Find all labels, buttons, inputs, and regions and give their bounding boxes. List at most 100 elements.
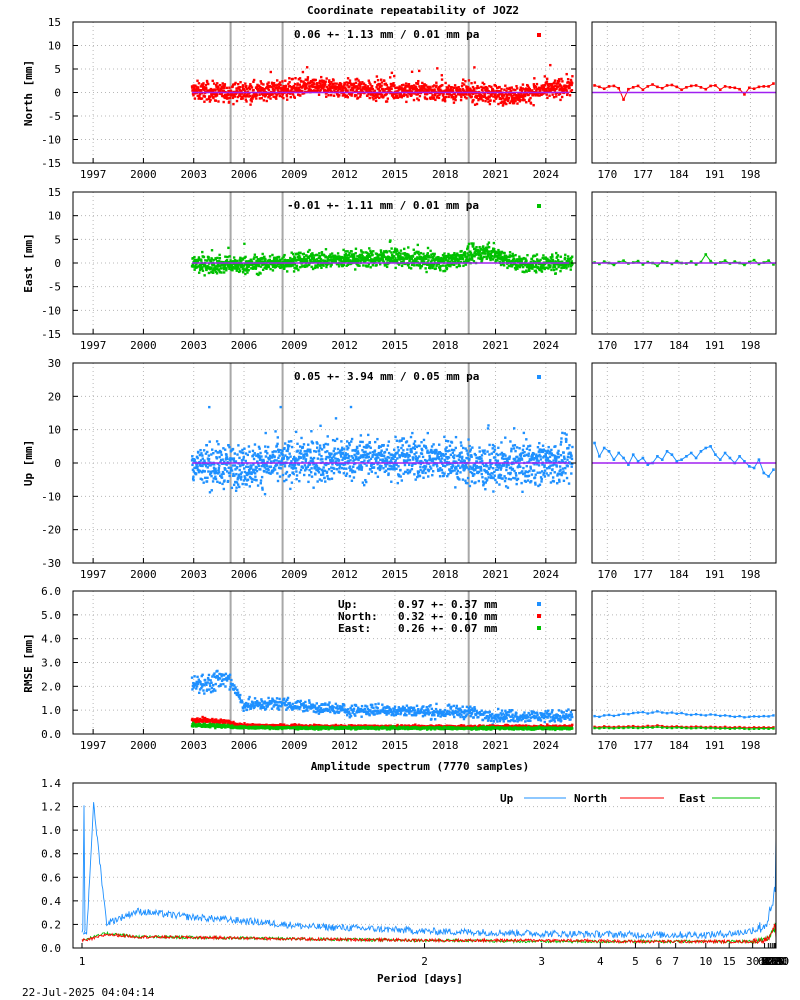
east-data-point xyxy=(368,247,371,250)
east-data-point xyxy=(259,265,263,268)
north-data-point xyxy=(511,96,514,100)
up-data-point xyxy=(399,468,402,472)
north-data-point xyxy=(275,93,279,96)
up-data-point xyxy=(492,490,495,493)
east-data-point xyxy=(354,247,358,250)
east-data-point xyxy=(384,256,388,259)
north-data-point xyxy=(412,98,416,102)
east-data-point xyxy=(456,252,459,255)
up-data-point xyxy=(444,464,447,468)
up-data-point xyxy=(427,451,430,454)
up-data-point xyxy=(244,459,247,463)
north-data-point xyxy=(327,87,330,90)
up-data-point xyxy=(218,481,222,484)
east-data-point xyxy=(222,271,226,274)
east-data-point xyxy=(429,249,432,253)
north-data-point xyxy=(342,85,345,88)
east-data-point xyxy=(275,258,279,261)
north-data-point xyxy=(521,98,524,102)
up-data-point xyxy=(367,433,370,437)
up-data-point xyxy=(209,471,213,475)
north-data-point xyxy=(333,82,336,85)
up-data-point xyxy=(248,470,251,473)
up-data-point xyxy=(348,465,352,468)
up-data-point xyxy=(373,453,376,456)
north-data-point xyxy=(557,78,561,81)
up-data-point xyxy=(415,458,419,461)
east-data-point xyxy=(427,259,430,262)
north-data-point xyxy=(494,97,498,100)
north-data-point xyxy=(417,98,420,102)
up-data-point xyxy=(461,460,464,464)
up-data-point xyxy=(233,452,237,455)
up-data-point xyxy=(331,463,334,466)
north-data-point xyxy=(392,95,395,98)
up-data-point xyxy=(491,447,494,450)
east-data-point xyxy=(397,251,401,255)
north-zoom-data-point xyxy=(723,85,727,88)
east-data-point xyxy=(540,265,543,268)
north-data-point xyxy=(454,98,457,102)
north-data-point xyxy=(305,87,308,90)
up-data-point xyxy=(478,450,481,453)
up-data-point xyxy=(203,459,206,462)
up-data-point xyxy=(420,459,423,463)
east-data-point xyxy=(505,259,508,262)
north-data-point xyxy=(269,70,272,74)
east-data-point xyxy=(549,256,553,259)
north-data-point xyxy=(453,92,456,96)
east-data-point xyxy=(500,252,503,255)
north-data-point xyxy=(309,88,312,91)
north-data-point xyxy=(319,88,322,92)
north-data-point xyxy=(488,96,491,99)
north-xtick-label: 2015 xyxy=(382,168,409,181)
east-data-point xyxy=(569,265,573,268)
north-data-point xyxy=(244,82,247,85)
up-data-point xyxy=(508,457,511,461)
north-data-point xyxy=(463,95,467,99)
east-data-point xyxy=(393,255,396,258)
up-data-point xyxy=(338,465,342,468)
east-data-point xyxy=(460,249,463,253)
up-data-point xyxy=(469,448,472,451)
up-data-point xyxy=(449,470,453,474)
north-data-point xyxy=(447,89,450,92)
up-data-point xyxy=(307,443,310,446)
north-zoom-data-point xyxy=(772,82,775,85)
north-data-point xyxy=(238,86,242,89)
up-data-point xyxy=(304,450,307,453)
north-data-point xyxy=(218,83,222,87)
up-data-point xyxy=(486,450,489,453)
up-data-point xyxy=(412,458,415,461)
east-data-point xyxy=(521,265,525,269)
up-data-point xyxy=(286,444,290,447)
up-data-point xyxy=(415,445,419,449)
up-data-point xyxy=(432,464,435,467)
up-data-point xyxy=(437,469,440,473)
up-data-point xyxy=(234,468,237,471)
north-data-point xyxy=(214,95,217,98)
east-zoom-data-point xyxy=(723,259,727,262)
up-data-point xyxy=(459,460,463,463)
up-data-point xyxy=(350,440,353,443)
up-data-point xyxy=(522,466,525,470)
up-data-point xyxy=(285,455,289,459)
up-data-point xyxy=(395,467,398,470)
east-data-point xyxy=(392,251,396,254)
up-data-point xyxy=(421,455,425,459)
east-data-point xyxy=(510,254,513,258)
east-data-point xyxy=(456,254,460,257)
north-data-point xyxy=(366,85,370,88)
east-data-point xyxy=(379,259,382,262)
east-zoom-data-point xyxy=(646,260,650,264)
up-data-point xyxy=(240,451,243,454)
east-data-point xyxy=(340,263,343,266)
east-data-point xyxy=(535,271,538,274)
east-data-point xyxy=(382,252,385,255)
north-xtick-label: 2000 xyxy=(130,168,157,181)
east-data-point xyxy=(380,254,384,258)
up-data-point xyxy=(438,469,441,472)
north-data-point xyxy=(191,89,194,92)
east-data-point xyxy=(333,258,336,261)
north-data-point xyxy=(527,93,530,97)
